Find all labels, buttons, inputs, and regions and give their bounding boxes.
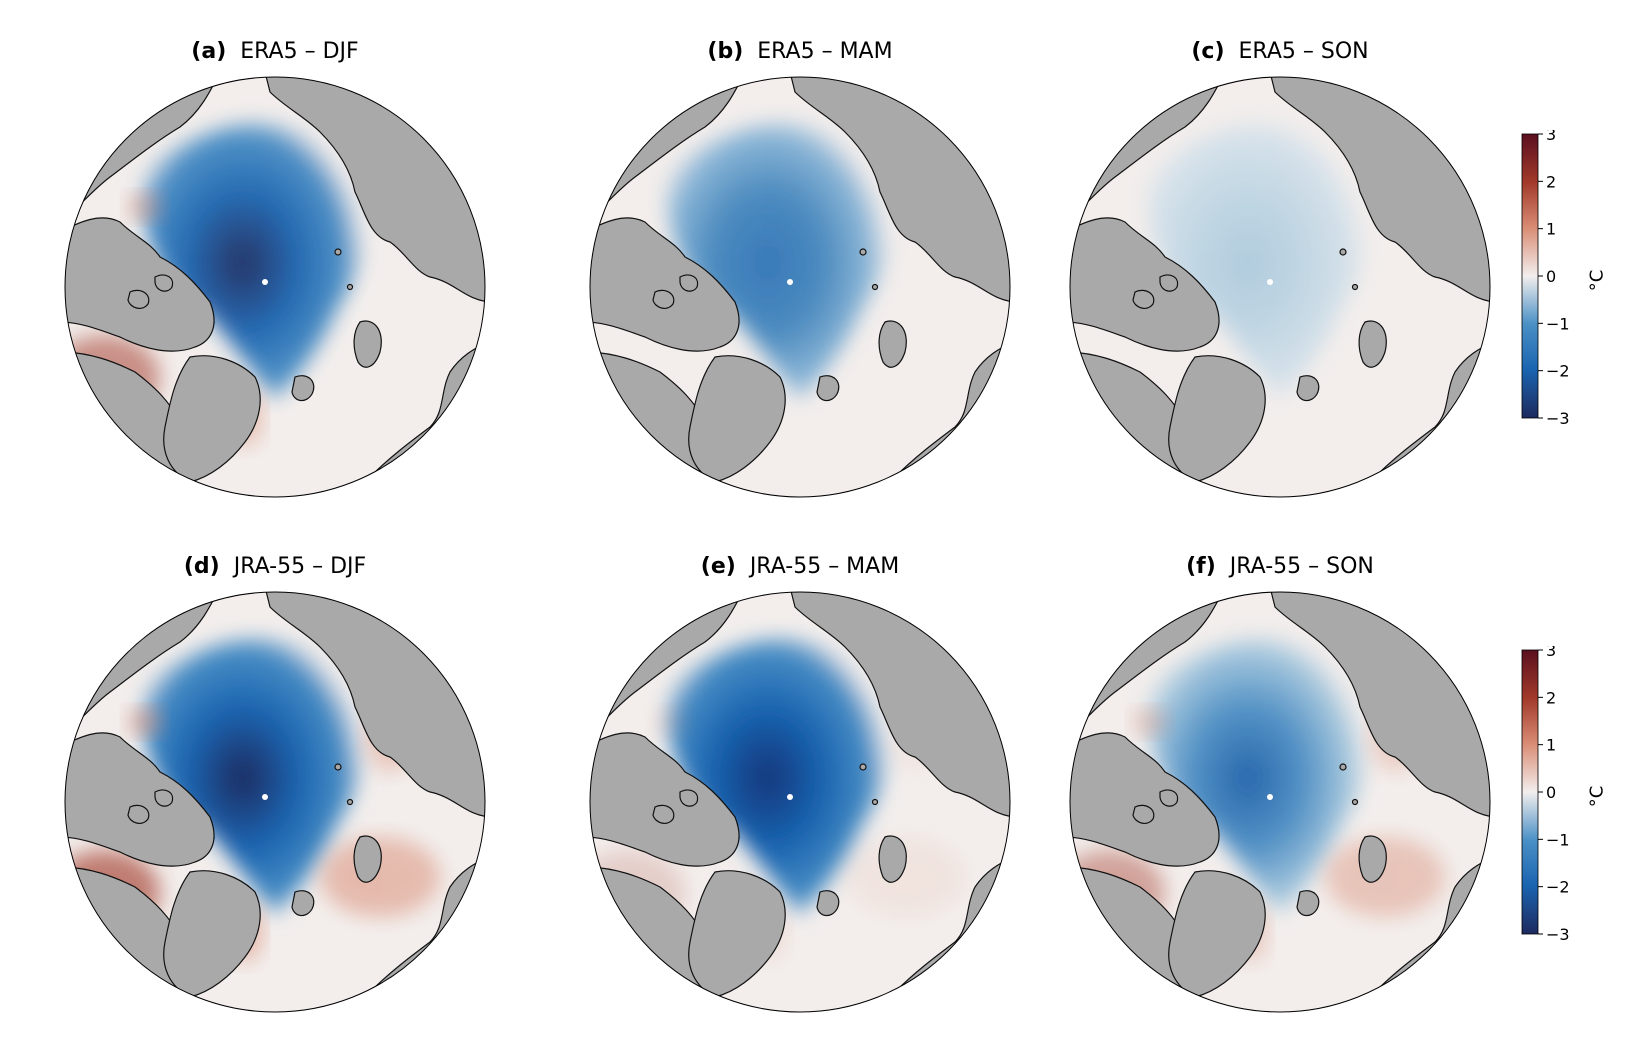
polar-map <box>589 76 1011 498</box>
colorbar-tick-label: −2 <box>1546 362 1570 381</box>
map-panel-b: (b) ERA5 – MAM <box>575 38 1025 508</box>
colorbar-top: 3 2 1 0 −1 −2 −3 °C <box>1520 125 1620 450</box>
panel-title: (c) ERA5 – SON <box>1055 38 1505 66</box>
panel-title-text: JRA-55 – DJF <box>233 554 367 579</box>
colorbar-scale: 3 2 1 0 −1 −2 −3 <box>1521 641 1570 944</box>
panel-title: (f) JRA-55 – SON <box>1055 553 1505 581</box>
colorbar-tick-label: −3 <box>1546 925 1570 944</box>
polar-map <box>64 76 486 498</box>
map-panel-f: (f) JRA-55 – SON <box>1055 553 1505 1023</box>
colorbar-tick-label: −2 <box>1546 878 1570 897</box>
polar-map <box>1069 76 1491 498</box>
panel-title: (d) JRA-55 – DJF <box>50 553 500 581</box>
panel-label: (c) <box>1191 39 1225 64</box>
colorbar-tick-label: 0 <box>1546 783 1556 802</box>
map-panel-c: (c) ERA5 – SON <box>1055 38 1505 508</box>
colorbar-bottom: 3 2 1 0 −1 −2 −3 °C <box>1520 641 1620 966</box>
map-panel-a: (a) ERA5 – DJF <box>50 38 500 508</box>
panel-label: (b) <box>707 39 744 64</box>
polar-map <box>64 591 486 1013</box>
panel-label: (f) <box>1186 554 1216 579</box>
panel-label: (e) <box>700 554 736 579</box>
polar-map <box>1069 591 1491 1013</box>
panel-title: (e) JRA-55 – MAM <box>575 553 1025 581</box>
panel-title-text: JRA-55 – MAM <box>749 554 900 579</box>
colorbar-tick-label: 2 <box>1546 688 1556 707</box>
colorbar-unit: °C <box>1586 785 1608 808</box>
panel-title: (a) ERA5 – DJF <box>50 38 500 66</box>
colorbar-tick-label: −3 <box>1546 409 1570 428</box>
map-panel-d: (d) JRA-55 – DJF <box>50 553 500 1023</box>
colorbar-tick-label: −1 <box>1546 314 1570 333</box>
colorbar-tick-label: 2 <box>1546 172 1556 191</box>
colorbar-tick-label: 1 <box>1546 736 1556 755</box>
colorbar-tick-label: −1 <box>1546 830 1570 849</box>
colorbar-tick-label: 3 <box>1546 646 1556 660</box>
polar-map <box>589 591 1011 1013</box>
colorbar-tick-label: 3 <box>1546 130 1556 144</box>
panel-title-text: ERA5 – DJF <box>240 39 359 64</box>
map-panel-e: (e) JRA-55 – MAM <box>575 553 1025 1023</box>
colorbar-tick-label: 0 <box>1546 267 1556 286</box>
colorbar-scale: 3 2 1 0 −1 −2 −3 <box>1521 125 1570 428</box>
panel-title-text: JRA-55 – SON <box>1229 554 1374 579</box>
colorbar-unit: °C <box>1586 269 1608 292</box>
panel-label: (d) <box>183 554 220 579</box>
panel-title: (b) ERA5 – MAM <box>575 38 1025 66</box>
colorbar-tick-label: 1 <box>1546 220 1556 239</box>
panel-label: (a) <box>191 39 227 64</box>
panel-title-text: ERA5 – SON <box>1238 39 1369 64</box>
panel-title-text: ERA5 – MAM <box>757 39 893 64</box>
